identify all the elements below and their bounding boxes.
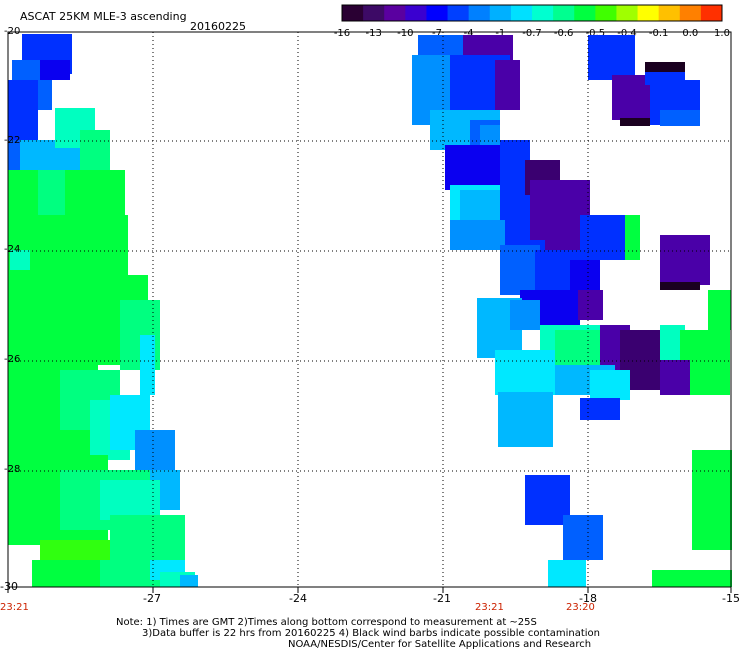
wind-cell xyxy=(660,110,700,126)
colorbar-label: -0.6 xyxy=(554,28,574,39)
wind-cell xyxy=(660,282,700,290)
wind-cell xyxy=(690,365,730,395)
wind-cell xyxy=(450,220,505,250)
colorbar-swatch xyxy=(468,5,491,21)
wind-cell xyxy=(10,250,30,270)
colorbar-swatch xyxy=(616,5,639,21)
graticule xyxy=(8,32,731,587)
wind-cell xyxy=(32,560,102,587)
wind-cell xyxy=(620,118,650,126)
wind-cell xyxy=(110,515,185,565)
wind-cell xyxy=(8,80,38,150)
wind-cell xyxy=(8,170,38,215)
colorbar-swatch xyxy=(510,5,533,21)
colorbar-label: -1 xyxy=(495,28,505,39)
lon-label-27: -27 xyxy=(143,592,161,605)
lon-label-18: -18 xyxy=(579,592,597,605)
colorbar-label: -0.5 xyxy=(586,28,606,39)
note-line-2: 3)Data buffer is 22 hrs from 20160225 4)… xyxy=(142,628,600,639)
wind-cell xyxy=(548,560,586,587)
wind-cell xyxy=(135,430,175,470)
wind-cell xyxy=(140,335,155,395)
colorbar-swatch xyxy=(384,5,406,21)
colorbar-label: -7 xyxy=(432,28,442,39)
colorbar-swatch xyxy=(363,5,385,21)
wind-cell xyxy=(460,190,500,220)
time-label-mid1: 23:21 xyxy=(475,602,504,613)
colorbar-swatch xyxy=(679,5,702,21)
data-swaths xyxy=(8,34,732,587)
wind-cell xyxy=(500,245,540,295)
wind-cell xyxy=(652,570,732,587)
lat-label-24: -24 xyxy=(4,244,21,255)
colorbar-swatch xyxy=(700,5,723,21)
wind-cell xyxy=(708,290,731,330)
wind-cell xyxy=(100,480,160,520)
note-line-3: NOAA/NESDIS/Center for Satellite Applica… xyxy=(288,639,592,650)
wind-cell xyxy=(498,392,553,447)
wind-cell xyxy=(625,215,640,260)
colorbar-label: 1.0 xyxy=(714,28,730,39)
note-line-1: Note: 1) Times are GMT 2)Times along bot… xyxy=(116,617,537,628)
wind-cell xyxy=(495,350,555,395)
wind-cell xyxy=(660,360,690,395)
lat-label-20: -20 xyxy=(4,26,21,37)
lat-label-28: -28 xyxy=(4,464,21,475)
wind-cell xyxy=(590,370,630,400)
wind-cell xyxy=(480,125,500,150)
lat-label-22: -22 xyxy=(4,135,21,146)
lon-label-21: -21 xyxy=(433,592,451,605)
colorbar-label: -0.4 xyxy=(617,28,637,39)
wind-cell xyxy=(525,475,570,525)
product-title: ASCAT 25KM MLE-3 ascending xyxy=(20,10,187,23)
colorbar-swatch xyxy=(426,5,449,21)
colorbar-label: -4 xyxy=(464,28,474,39)
lat-label-26: -26 xyxy=(4,354,21,365)
product-date: 20160225 xyxy=(190,20,246,33)
colorbar-swatch xyxy=(553,5,575,21)
axis-ticks xyxy=(7,587,732,593)
colorbar-swatch xyxy=(342,5,364,21)
colorbar: -16 -13 -10 -7 -4 -1 -0.7 -0.6 -0.5 -0.4 -0.1 0.0 1.… xyxy=(334,4,730,39)
wind-cell xyxy=(495,60,520,110)
colorbar-swatch xyxy=(489,5,512,21)
colorbar-swatch xyxy=(532,5,554,21)
colorbar-swatch xyxy=(405,5,427,21)
wind-cell xyxy=(660,235,710,285)
colorbar-frame xyxy=(341,4,723,22)
colorbar-swatch xyxy=(595,5,617,21)
wind-cell xyxy=(40,60,70,80)
wind-cell xyxy=(645,62,685,72)
time-label-mid2: 23:20 xyxy=(566,602,595,613)
time-label-left: 23:21 xyxy=(0,602,29,613)
colorbar-swatch xyxy=(447,5,470,21)
wind-cell xyxy=(445,145,505,190)
lat-label-30: -30 xyxy=(0,580,18,593)
wind-cell xyxy=(80,130,110,170)
colorbar-swatch xyxy=(637,5,660,21)
colorbar-label: -0.7 xyxy=(522,28,542,39)
wind-cell xyxy=(588,35,635,80)
wind-cell xyxy=(570,260,600,290)
wind-cell xyxy=(180,575,198,587)
wind-cell xyxy=(580,398,620,420)
lon-label-24: -24 xyxy=(289,592,307,605)
map-frame xyxy=(7,31,732,588)
colorbar-label: -16 xyxy=(334,28,350,39)
colorbar-label: -0.1 xyxy=(649,28,669,39)
colorbar-label: 0.0 xyxy=(682,28,698,39)
wind-cell xyxy=(510,300,540,330)
colorbar-label: -10 xyxy=(397,28,413,39)
lon-label-15: -15 xyxy=(722,592,740,605)
colorbar-swatch xyxy=(658,5,681,21)
wind-cell xyxy=(578,290,603,320)
wind-cell xyxy=(692,450,732,550)
colorbar-label: -13 xyxy=(365,28,381,39)
wind-cell xyxy=(563,515,603,560)
colorbar-swatch xyxy=(574,5,596,21)
